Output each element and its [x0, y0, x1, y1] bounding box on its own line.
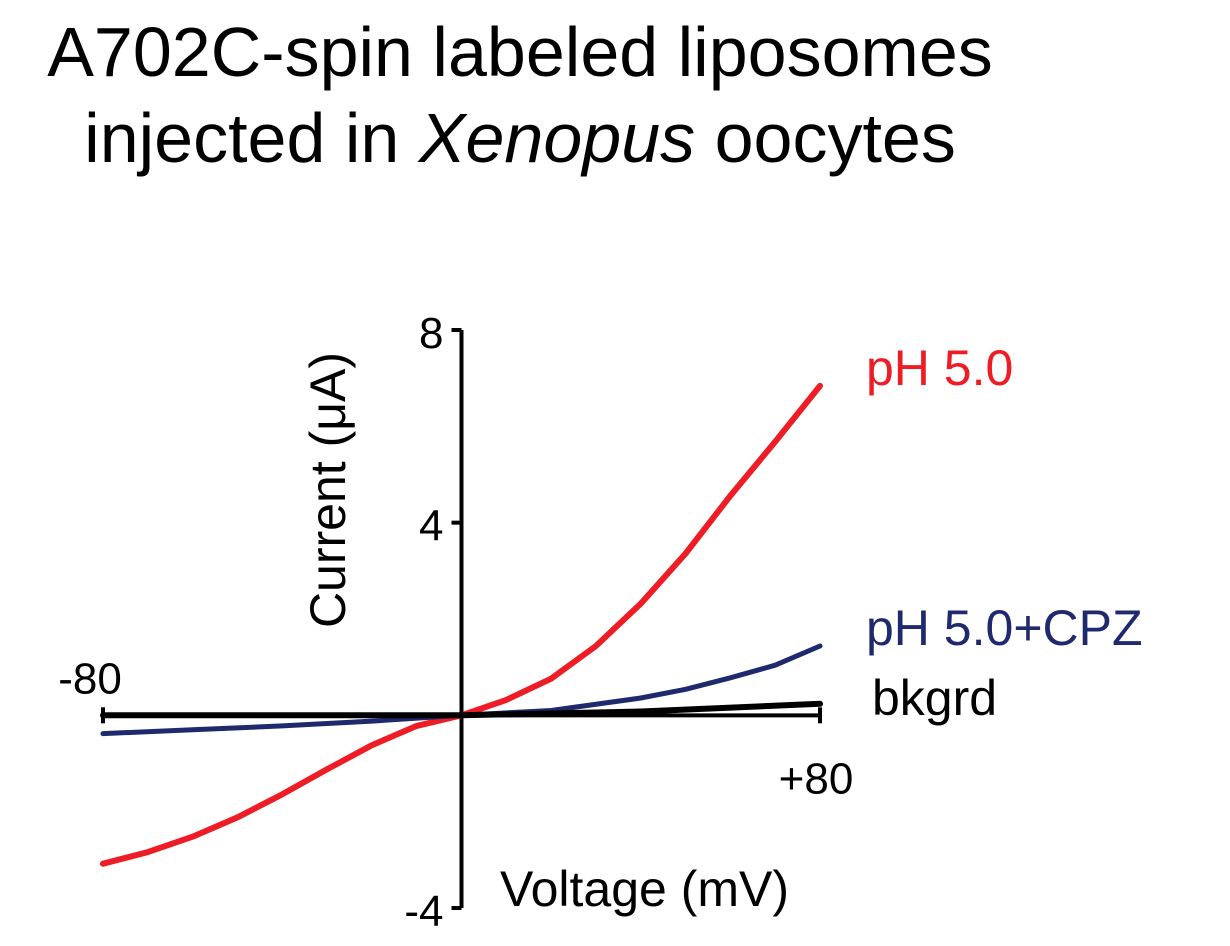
x-tick-label-min: -80 [58, 654, 122, 703]
title-line-2-suffix: oocytes [695, 99, 956, 177]
y-tick-label-top: 8 [419, 309, 443, 358]
legend-label-ph5-cpz: pH 5.0+CPZ [866, 600, 1143, 656]
series-group [100, 382, 823, 867]
series-line-bkgrd [100, 700, 823, 719]
legend-label-bkgrd: bkgrd [872, 670, 997, 726]
x-tick-label-max: +80 [779, 754, 854, 803]
chart-title-line-1: A702C-spin labeled liposomes [0, 12, 1040, 92]
y-tick-marks [451, 328, 462, 910]
y-tick-label-mid: 4 [419, 502, 443, 551]
legend-label-ph5: pH 5.0 [866, 340, 1013, 396]
chart-title-line-2: injected in Xenopus oocytes [0, 98, 1040, 178]
title-line-1-text: A702C-spin labeled liposomes [47, 13, 993, 91]
y-axis-label: Current (μA) [300, 352, 356, 628]
x-axis-label: Voltage (mV) [500, 861, 789, 917]
title-line-2-prefix: injected in [84, 99, 419, 177]
y-tick-label-bottom: -4 [404, 887, 443, 936]
title-line-2-italic: Xenopus [418, 99, 696, 177]
